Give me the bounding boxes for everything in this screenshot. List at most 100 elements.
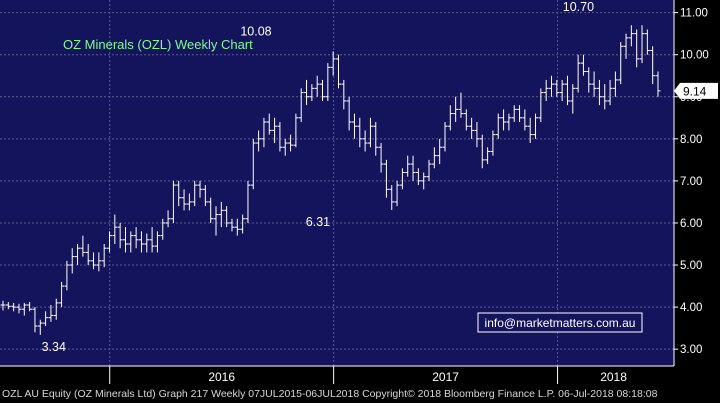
ohlc-bar: [485, 147, 491, 165]
ohlc-bar: [16, 303, 22, 314]
ohlc-bar: [628, 25, 634, 47]
ohlc-bar: [256, 130, 262, 152]
ohlc-bar: [330, 51, 336, 76]
chart-title: OZ Minerals (OZL) Weekly Chart: [63, 37, 253, 52]
ohlc-bar: [548, 75, 554, 97]
annotation-label: 3.34: [42, 340, 66, 354]
ohlc-bar: [634, 29, 640, 68]
ohlc-bar: [474, 122, 480, 148]
ohlc-bar: [421, 172, 427, 190]
ohlc-bar: [538, 88, 544, 122]
y-tick-label: 3.00: [680, 344, 702, 356]
y-tick-label: 10.00: [680, 50, 709, 62]
ohlc-bar: [213, 206, 219, 236]
ohlc-bar: [298, 88, 304, 122]
ohlc-bar: [639, 25, 645, 64]
ohlc-bar: [314, 75, 320, 97]
ohlc-bar: [394, 180, 400, 207]
ohlc-bar: [346, 96, 352, 131]
ohlc-bar: [293, 113, 299, 148]
ohlc-bar: [75, 244, 81, 266]
ohlc-bar: [229, 218, 235, 232]
y-tick-label: 4.00: [680, 302, 702, 314]
ohlc-bar: [495, 113, 501, 139]
ohlc-bar: [43, 311, 49, 327]
ohlc-bar: [91, 252, 97, 270]
info-box: info@marketmatters.com.au: [477, 312, 643, 333]
ohlc-bar: [245, 180, 251, 223]
ohlc-bar: [431, 147, 437, 169]
ohlc-bar: [442, 122, 448, 152]
ohlc-bar: [607, 79, 613, 106]
ohlc-bar: [11, 302, 17, 312]
ohlc-bar: [176, 180, 182, 207]
ohlc-bar: [208, 197, 214, 223]
ohlc-bar: [559, 79, 565, 101]
ohlc-bar: [602, 84, 608, 110]
ohlc-bar: [618, 42, 624, 85]
ohlc-bar: [149, 227, 155, 253]
ohlc-bar: [59, 281, 65, 308]
ohlc-bar: [383, 159, 389, 198]
info-box-text: info@marketmatters.com.au: [485, 316, 636, 330]
ohlc-bar: [362, 130, 368, 152]
last-price-badge: [674, 82, 718, 99]
ohlc-bar: [378, 143, 384, 173]
ohlc-bar: [373, 122, 379, 156]
ohlc-bar: [469, 117, 475, 139]
ohlc-bar: [0, 300, 6, 311]
ohlc-bar: [426, 159, 432, 181]
footer-text: OZL AU Equity (OZ Minerals Ltd) Graph 21…: [2, 388, 658, 400]
ohlc-bar: [128, 231, 134, 253]
ohlc-bar: [351, 113, 357, 139]
ohlc-bar: [240, 214, 246, 234]
y-tick-label: 5.00: [680, 260, 702, 272]
ohlc-bar: [623, 33, 629, 59]
ohlc-bar: [341, 79, 347, 110]
y-tick-label: 7.00: [680, 176, 702, 188]
ohlc-bar: [48, 305, 54, 322]
ohlc-bar: [27, 302, 33, 312]
ohlc-bar: [463, 109, 469, 131]
ohlc-bar: [261, 117, 267, 148]
ohlc-bar: [192, 180, 198, 207]
ohlc-bar: [96, 252, 102, 272]
ohlc-bar: [107, 231, 113, 253]
ohlc-bar: [458, 92, 464, 118]
ohlc-bar: [437, 138, 443, 165]
ohlc-bar: [277, 122, 283, 152]
ohlc-bar: [650, 46, 656, 85]
ohlc-bar: [543, 79, 549, 101]
ohlc-bar: [133, 227, 139, 249]
ohlc-bar: [309, 84, 315, 101]
ohlc-bar: [554, 79, 560, 97]
ohlc-bar: [325, 63, 331, 101]
ohlc-bar: [32, 307, 38, 333]
ohlc-bar: [69, 248, 75, 274]
ohlc-bar: [490, 130, 496, 156]
ohlc-bar: [288, 134, 294, 152]
ohlc-bar: [5, 302, 11, 310]
ohlc-bar: [591, 71, 597, 97]
ohlc-bar: [335, 54, 341, 89]
ohlc-bar: [511, 105, 517, 122]
ohlc-bar: [357, 117, 363, 148]
y-tick-label: 6.00: [680, 218, 702, 230]
x-tick-label: 2016: [208, 370, 235, 384]
ohlc-bar: [197, 180, 203, 198]
ohlc-bar: [165, 210, 171, 228]
last-price-label: 9.14: [674, 82, 718, 99]
ohlc-bar: [501, 109, 507, 131]
ohlc-bar: [564, 75, 570, 106]
ohlc-bar: [447, 105, 453, 131]
ohlc-bar: [272, 117, 278, 144]
ohlc-bar: [410, 155, 416, 181]
ohlc-bar: [644, 29, 650, 55]
ohlc-bar: [367, 117, 373, 148]
ohlc-bar: [37, 319, 43, 335]
ohlc-bar: [320, 79, 326, 101]
ohlc-bar: [399, 168, 405, 190]
ohlc-bar: [64, 260, 70, 291]
ohlc-bar: [580, 54, 586, 76]
